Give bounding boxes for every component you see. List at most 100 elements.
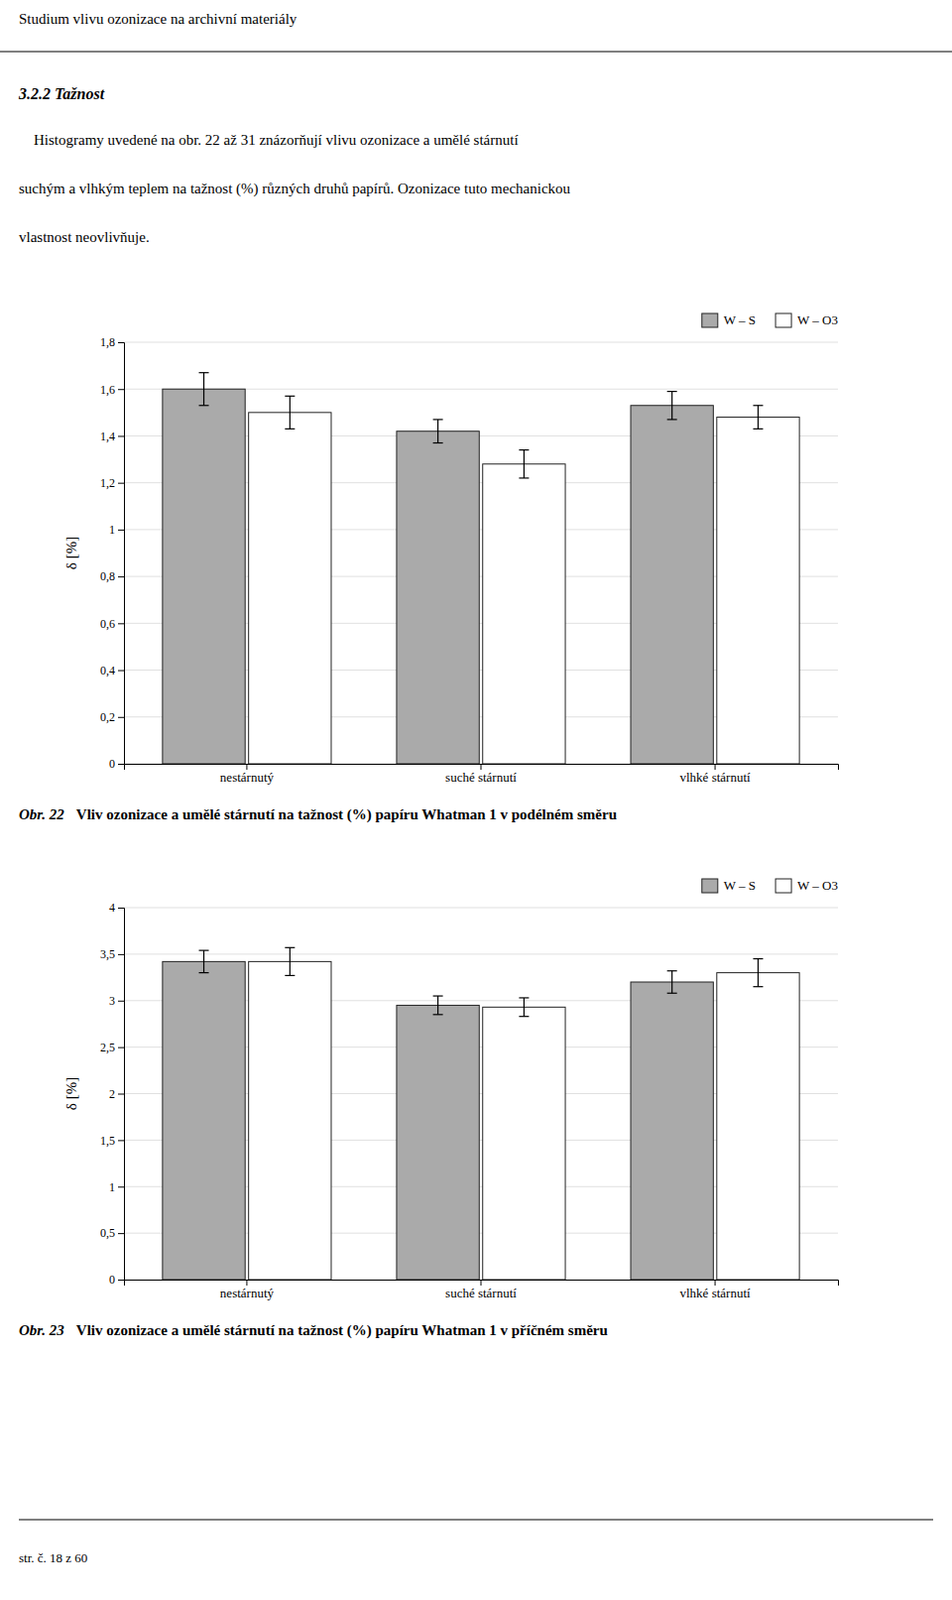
y-tick: 1 (109, 522, 124, 537)
legend: W – SW – O3 (702, 877, 838, 893)
error-bar-cap (667, 390, 678, 392)
y-tick: 0,4 (100, 663, 124, 678)
y-tick: 0 (109, 1272, 124, 1287)
error-bar-cap (199, 950, 210, 952)
grid (123, 342, 838, 764)
y-tick: 0,5 (100, 1225, 124, 1240)
y-tick-label: 1,8 (100, 335, 116, 350)
x-tick: nestárnutý (220, 1279, 275, 1301)
y-tick-label: 1,4 (100, 429, 116, 444)
y-tick-label: 1 (109, 1180, 116, 1194)
error-bar (518, 450, 529, 478)
grid-line (123, 907, 838, 909)
bar (482, 464, 566, 764)
caption-text: Vliv ozonizace a umělé stárnutí na tažno… (76, 806, 617, 824)
error-bar-cap (199, 371, 210, 373)
y-tick: 0,6 (100, 616, 124, 631)
error-bar-cap (199, 404, 210, 406)
error-bar (199, 950, 210, 973)
y-tick-mark (118, 622, 124, 624)
y-tick-label: 0,8 (100, 569, 116, 584)
x-axis: nestárnutýsuché stárnutívlhké stárnutí (124, 763, 839, 785)
page: Studium vlivu ozonizace na archivní mate… (0, 0, 952, 1600)
x-tick-mark (480, 763, 482, 770)
grid-line (123, 952, 838, 954)
bar (630, 405, 714, 764)
caption-label: Obr. 22 (18, 806, 65, 823)
error-bar (667, 391, 678, 420)
x-tick-label: vlhké stárnutí (679, 1285, 751, 1301)
error-bar-stem (437, 419, 439, 444)
y-tick-mark (118, 529, 124, 531)
y-tick-label: 1,2 (100, 476, 116, 490)
grid-line (123, 342, 838, 344)
section-title: 3.2.2 Tažnost (17, 85, 106, 103)
x-tick-label: vlhké stárnutí (679, 769, 751, 785)
y-tick: 3 (109, 993, 124, 1008)
y-tick-mark (118, 1139, 124, 1141)
footer-rule (18, 1519, 934, 1521)
y-tick-label: 2,5 (100, 1040, 116, 1055)
y-tick-label: 0,6 (100, 616, 116, 631)
y-tick: 1,2 (100, 476, 124, 490)
y-tick-label: 3,5 (100, 947, 116, 961)
x-tick-mark (480, 1279, 482, 1286)
error-bar-cap (667, 418, 678, 420)
caption-label: Obr. 23 (18, 1321, 65, 1338)
series (162, 950, 714, 1280)
chart: 00,20,40,60,811,21,41,61,8nestárnutýsuch… (63, 312, 839, 785)
y-tick-label: 1,6 (100, 382, 116, 397)
error-bar-cap (518, 996, 529, 998)
page-title: Studium vlivu ozonizace na archivní mate… (18, 10, 298, 27)
x-tick-mark (245, 1279, 247, 1286)
y-tick-mark (118, 435, 124, 437)
error-bar-cap (284, 428, 295, 430)
y-tick-label: 2 (109, 1086, 116, 1101)
series (248, 947, 800, 1280)
y-tick: 2,5 (100, 1040, 124, 1055)
x-axis-line (124, 1280, 839, 1287)
series (162, 372, 714, 764)
error-bar-cap (284, 395, 295, 397)
error-bar-stem (523, 997, 525, 1017)
error-bar-cap (518, 476, 529, 478)
bar (482, 1006, 566, 1280)
plot-area (162, 372, 800, 764)
y-tick-mark (118, 1232, 124, 1234)
y-tick: 1,8 (100, 335, 124, 350)
y-tick: 0,2 (100, 710, 124, 724)
y-tick-mark (118, 1093, 124, 1095)
y-tick-mark (118, 716, 124, 718)
y-tick-label: 1 (109, 522, 116, 537)
error-bar-stem (437, 995, 439, 1015)
error-bar-cap (752, 428, 763, 430)
bar (396, 1004, 479, 1280)
y-tick-label: 4 (109, 900, 116, 915)
paragraph-line: suchým a vlhkým teplem na tažnost (%) rů… (18, 180, 572, 198)
legend-label: W – O3 (797, 312, 838, 328)
y-tick-label: 3 (109, 993, 116, 1008)
x-tick-mark (245, 763, 247, 770)
legend-swatch (775, 313, 792, 328)
y-tick: 2 (109, 1086, 124, 1101)
error-bar-cap (518, 1015, 529, 1017)
footer: str. č. 18 z 60 (18, 1549, 88, 1565)
bar (162, 388, 245, 764)
y-tick-mark (118, 1279, 124, 1281)
legend-label: W – S (723, 312, 756, 328)
error-bar-cap (518, 449, 529, 451)
y-axis: 00,511,522,533,54 (100, 900, 125, 1287)
error-bar-cap (667, 992, 678, 994)
error-bar-stem (757, 405, 759, 430)
error-bar-stem (523, 450, 525, 478)
y-tick-mark (118, 953, 124, 955)
y-axis-title: δ [%] (63, 1076, 80, 1110)
y-axis-line (118, 908, 125, 1281)
error-bar-stem (203, 372, 205, 406)
y-tick-label: 0 (109, 1272, 116, 1287)
x-tick-label: suché stárnutí (445, 1285, 517, 1301)
error-bar-cap (199, 971, 210, 973)
error-bar (752, 405, 763, 430)
legend-item: W – S (702, 877, 756, 893)
header-rule (0, 51, 952, 53)
